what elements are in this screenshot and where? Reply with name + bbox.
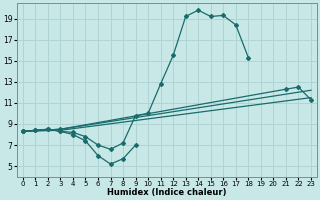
X-axis label: Humidex (Indice chaleur): Humidex (Indice chaleur)	[107, 188, 227, 197]
